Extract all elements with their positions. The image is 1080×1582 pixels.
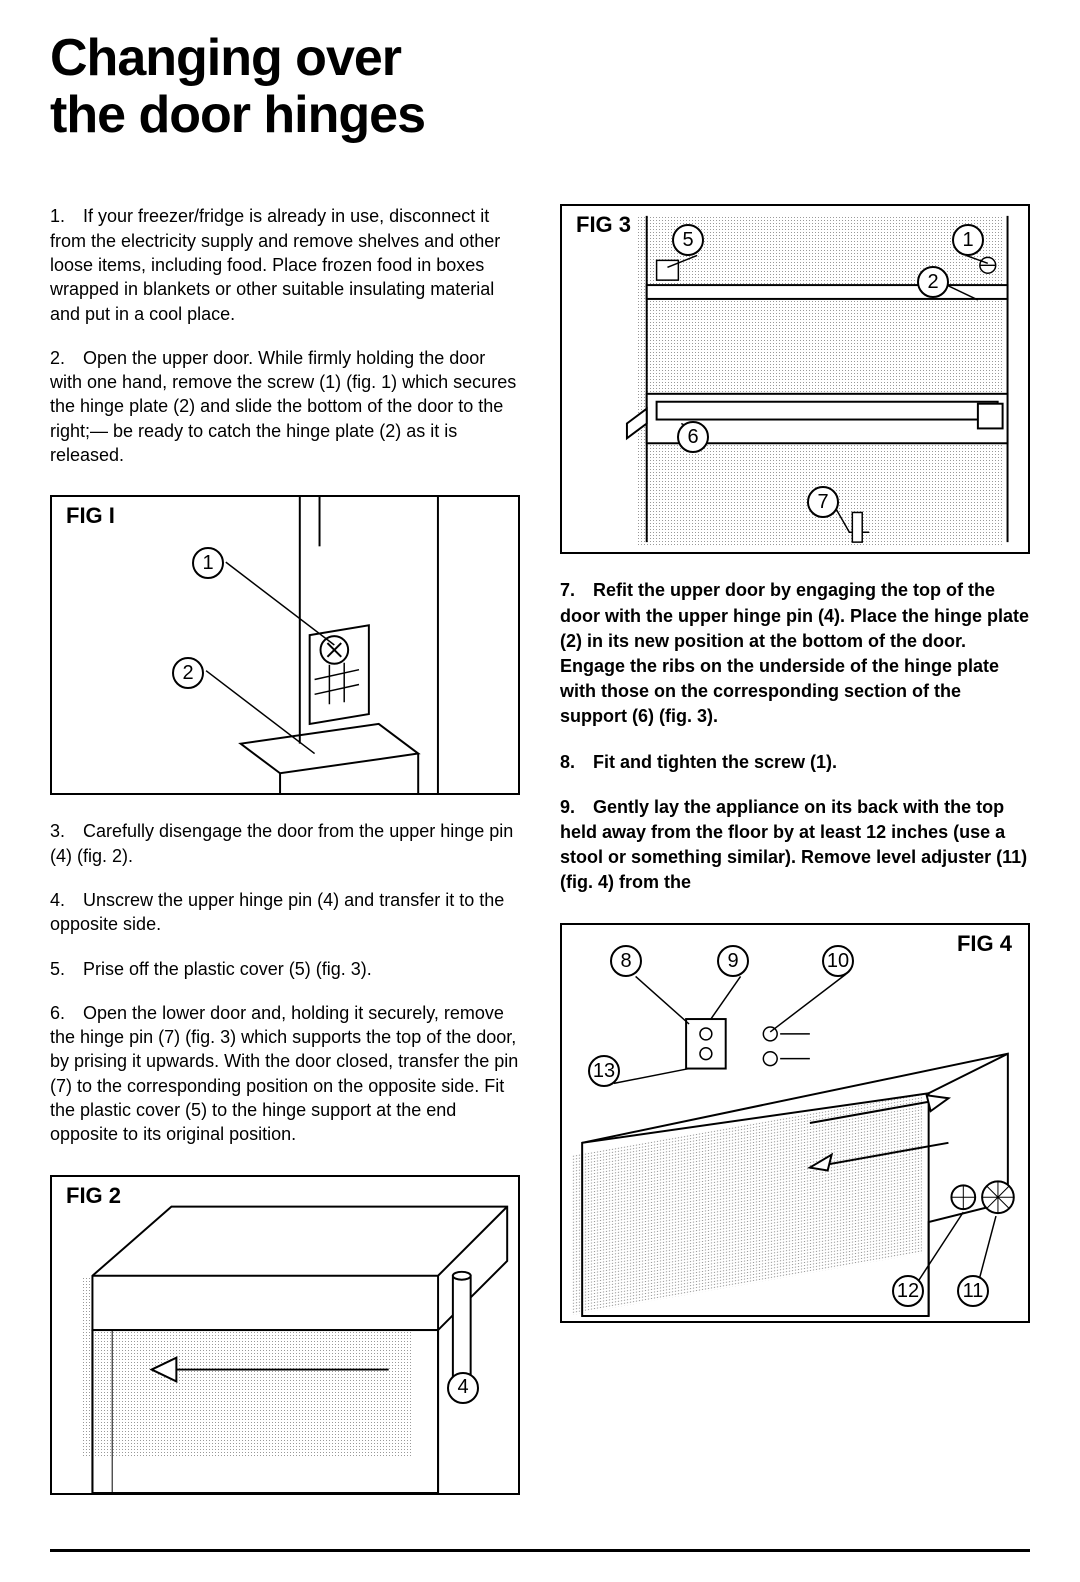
figure-4: FIG 4 xyxy=(560,923,1030,1323)
step-number: 2. xyxy=(50,346,78,370)
step-9: 9. Gently lay the appliance on its back … xyxy=(560,795,1030,896)
title-line-2: the door hinges xyxy=(50,86,425,144)
step-text: Open the upper door. While firmly holdin… xyxy=(50,348,516,465)
step-text: Refit the upper door by engaging the top… xyxy=(560,580,1029,726)
step-number: 1. xyxy=(50,204,78,228)
step-text: If your freezer/fridge is already in use… xyxy=(50,206,500,323)
step-number: 6. xyxy=(50,1001,78,1025)
bottom-rule xyxy=(50,1549,1030,1552)
step-text: Carefully disengage the door from the up… xyxy=(50,821,513,865)
callout-4: 4 xyxy=(447,1372,479,1404)
content-columns: 1. If your freezer/fridge is already in … xyxy=(50,204,1030,1518)
step-5: 5. Prise off the plastic cover (5) (fig.… xyxy=(50,957,520,981)
figure-2: FIG 2 4 xyxy=(50,1175,520,1495)
figure-1-drawing xyxy=(52,497,518,793)
figure-1: FIG I 1 2 xyxy=(50,495,520,795)
figure-4-drawing xyxy=(562,925,1028,1321)
step-number: 8. xyxy=(560,750,588,775)
step-4: 4. Unscrew the upper hinge pin (4) and t… xyxy=(50,888,520,937)
step-number: 3. xyxy=(50,819,78,843)
step-number: 5. xyxy=(50,957,78,981)
page-title: Changing over the door hinges xyxy=(50,30,1030,144)
step-text: Open the lower door and, holding it secu… xyxy=(50,1003,518,1144)
step-text: Unscrew the upper hinge pin (4) and tran… xyxy=(50,890,504,934)
step-text: Fit and tighten the screw (1). xyxy=(593,752,837,772)
right-column: FIG 3 xyxy=(560,204,1030,1518)
step-text: Gently lay the appliance on its back wit… xyxy=(560,797,1027,893)
figure-2-drawing xyxy=(52,1177,518,1493)
figure-3-drawing xyxy=(562,206,1028,552)
step-6: 6. Open the lower door and, holding it s… xyxy=(50,1001,520,1147)
step-7: 7. Refit the upper door by engaging the … xyxy=(560,578,1030,729)
step-1: 1. If your freezer/fridge is already in … xyxy=(50,204,520,325)
step-number: 7. xyxy=(560,578,588,603)
step-text: Prise off the plastic cover (5) (fig. 3)… xyxy=(83,959,372,979)
figure-3: FIG 3 xyxy=(560,204,1030,554)
step-8: 8. Fit and tighten the screw (1). xyxy=(560,750,1030,775)
step-3: 3. Carefully disengage the door from the… xyxy=(50,819,520,868)
title-line-1: Changing over xyxy=(50,29,401,87)
step-2: 2. Open the upper door. While firmly hol… xyxy=(50,346,520,467)
step-number: 4. xyxy=(50,888,78,912)
step-number: 9. xyxy=(560,795,588,820)
left-column: 1. If your freezer/fridge is already in … xyxy=(50,204,520,1518)
